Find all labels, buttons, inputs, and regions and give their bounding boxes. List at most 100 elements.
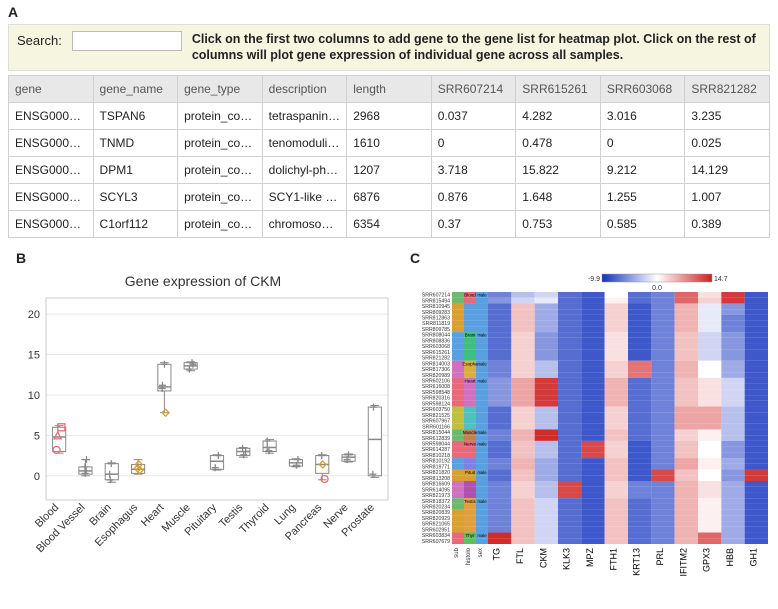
table-cell[interactable]: 0.37 — [431, 210, 516, 237]
svg-text:FTL: FTL — [515, 548, 525, 564]
table-cell[interactable]: ENSG0000… — [9, 102, 94, 129]
svg-text:TG: TG — [492, 548, 502, 561]
svg-text:Pituit: Pituit — [465, 470, 476, 475]
table-cell[interactable]: 9.212 — [600, 156, 685, 183]
svg-text:male: male — [477, 498, 487, 503]
search-bar: Search: Click on the first two columns t… — [8, 24, 770, 71]
table-cell[interactable]: 1.648 — [516, 183, 601, 210]
table-header[interactable]: gene_name — [93, 75, 178, 102]
svg-text:IFITM2: IFITM2 — [678, 548, 688, 577]
table-header[interactable]: gene_type — [178, 75, 263, 102]
svg-text:male: male — [477, 332, 487, 337]
table-cell[interactable]: protein_coding — [178, 129, 263, 156]
table-cell[interactable]: protein_coding — [178, 210, 263, 237]
svg-text:5: 5 — [34, 430, 40, 442]
svg-text:Esopha: Esopha — [462, 361, 478, 366]
svg-text:Brain: Brain — [465, 332, 476, 337]
table-cell[interactable]: TNMD — [93, 129, 178, 156]
table-cell[interactable]: ENSG0000… — [9, 129, 94, 156]
table-row[interactable]: ENSG0000…DPM1protein_codingdolichyl-pho…… — [9, 156, 770, 183]
table-cell[interactable]: 0.025 — [685, 129, 770, 156]
svg-text:histolo: histolo — [466, 547, 472, 565]
table-cell[interactable]: TSPAN6 — [93, 102, 178, 129]
table-header[interactable]: SRR615261 — [516, 75, 601, 102]
svg-text:KLK3: KLK3 — [562, 548, 572, 570]
table-cell[interactable]: 15.822 — [516, 156, 601, 183]
svg-text:MPZ: MPZ — [585, 547, 595, 567]
boxplot-chart: Gene expression of CKM05101520BloodBlood… — [8, 270, 398, 580]
svg-text:male: male — [477, 470, 487, 475]
table-cell[interactable]: protein_coding — [178, 156, 263, 183]
table-cell[interactable]: 2968 — [347, 102, 432, 129]
table-cell[interactable]: ENSG0000… — [9, 156, 94, 183]
table-cell[interactable]: 0 — [431, 129, 516, 156]
table-header[interactable]: gene — [9, 75, 94, 102]
svg-text:Muscle: Muscle — [463, 430, 478, 435]
table-cell[interactable]: C1orf112 — [93, 210, 178, 237]
table-cell[interactable]: 0.037 — [431, 102, 516, 129]
heatmap-chart: -9.90.014.7SRR607214SRR815494SRR810945SR… — [402, 270, 772, 580]
svg-text:10: 10 — [28, 389, 40, 401]
table-header[interactable]: SRR603068 — [600, 75, 685, 102]
table-cell[interactable]: 1207 — [347, 156, 432, 183]
svg-text:Nerve: Nerve — [464, 441, 477, 446]
table-header[interactable]: SRR821282 — [685, 75, 770, 102]
svg-text:14.7: 14.7 — [714, 276, 728, 283]
table-row[interactable]: ENSG0000…C1orf112protein_codingchromosom… — [9, 210, 770, 237]
table-cell[interactable]: 3.718 — [431, 156, 516, 183]
table-cell[interactable]: dolichyl-pho… — [262, 156, 347, 183]
table-cell[interactable]: ENSG0000… — [9, 210, 94, 237]
svg-text:0: 0 — [34, 470, 40, 482]
table-cell[interactable]: tenomodulin… — [262, 129, 347, 156]
svg-text:Thyr: Thyr — [466, 533, 476, 538]
svg-text:KRT13: KRT13 — [632, 548, 642, 576]
table-row[interactable]: ENSG0000…SCYL3protein_codingSCY1-like 3 … — [9, 183, 770, 210]
svg-text:male: male — [477, 430, 487, 435]
table-row[interactable]: ENSG0000…TSPAN6protein_codingtetraspanin… — [9, 102, 770, 129]
table-cell[interactable]: 1610 — [347, 129, 432, 156]
svg-text:Gene expression of CKM: Gene expression of CKM — [125, 273, 281, 289]
table-cell[interactable]: 0 — [600, 129, 685, 156]
table-row[interactable]: ENSG0000…TNMDprotein_codingtenomodulin…1… — [9, 129, 770, 156]
table-cell[interactable]: ENSG0000… — [9, 183, 94, 210]
table-cell[interactable]: SCY1-like 3 … — [262, 183, 347, 210]
table-cell[interactable]: 0.876 — [431, 183, 516, 210]
svg-text:sex: sex — [478, 548, 484, 557]
table-header[interactable]: SRR607214 — [431, 75, 516, 102]
panel-label-a: A — [0, 0, 778, 24]
table-cell[interactable]: chromosom… — [262, 210, 347, 237]
table-cell[interactable]: 3.235 — [685, 102, 770, 129]
table-cell[interactable]: protein_coding — [178, 183, 263, 210]
svg-text:Heart: Heart — [464, 378, 476, 383]
table-cell[interactable]: 0.389 — [685, 210, 770, 237]
search-input[interactable] — [72, 31, 182, 51]
table-cell[interactable]: 0.585 — [600, 210, 685, 237]
table-header[interactable]: description — [262, 75, 347, 102]
svg-text:male: male — [477, 533, 487, 538]
table-cell[interactable]: SCYL3 — [93, 183, 178, 210]
table-cell[interactable]: 1.007 — [685, 183, 770, 210]
table-cell[interactable]: protein_coding — [178, 102, 263, 129]
svg-text:Thyroid: Thyroid — [237, 501, 271, 535]
panel-a: Search: Click on the first two columns t… — [0, 24, 778, 246]
svg-text:male: male — [477, 292, 487, 297]
table-cell[interactable]: DPM1 — [93, 156, 178, 183]
svg-text:male: male — [477, 361, 487, 366]
svg-text:SRR607679: SRR607679 — [422, 538, 450, 544]
svg-text:GPX3: GPX3 — [702, 548, 712, 572]
table-cell[interactable]: 6354 — [347, 210, 432, 237]
table-cell[interactable]: 0.478 — [516, 129, 601, 156]
table-cell[interactable]: 1.255 — [600, 183, 685, 210]
instruction-text: Click on the first two columns to add ge… — [192, 31, 761, 64]
svg-text:-9.9: -9.9 — [588, 276, 600, 283]
table-cell[interactable]: 0.753 — [516, 210, 601, 237]
svg-text:CKM: CKM — [538, 548, 548, 568]
svg-text:FTH1: FTH1 — [608, 548, 618, 571]
table-header[interactable]: length — [347, 75, 432, 102]
svg-text:GH1: GH1 — [748, 548, 758, 567]
table-cell[interactable]: tetraspanin … — [262, 102, 347, 129]
table-cell[interactable]: 6876 — [347, 183, 432, 210]
table-cell[interactable]: 14.129 — [685, 156, 770, 183]
table-cell[interactable]: 4.282 — [516, 102, 601, 129]
table-cell[interactable]: 3.016 — [600, 102, 685, 129]
